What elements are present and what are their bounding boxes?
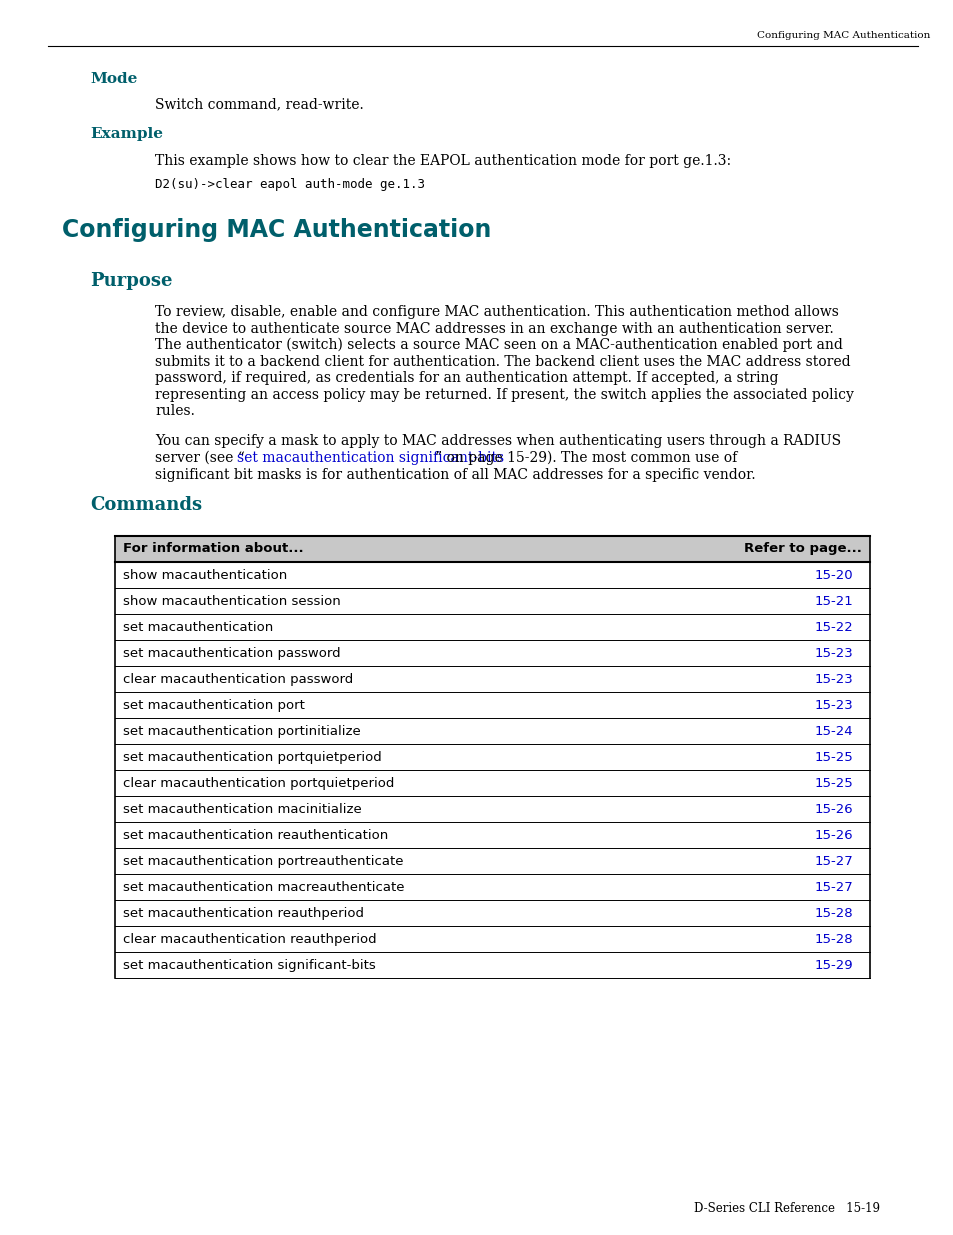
Text: rules.: rules. xyxy=(154,404,194,417)
Text: 15-28: 15-28 xyxy=(814,906,853,920)
Text: Example: Example xyxy=(90,127,163,141)
Text: 15-22: 15-22 xyxy=(814,621,853,634)
Text: 15-21: 15-21 xyxy=(814,595,853,608)
Text: submits it to a backend client for authentication. The backend client uses the M: submits it to a backend client for authe… xyxy=(154,354,850,368)
Text: ” on page 15-29). The most common use of: ” on page 15-29). The most common use of xyxy=(435,451,737,466)
Text: set macauthentication macreauthenticate: set macauthentication macreauthenticate xyxy=(123,881,404,894)
Text: clear macauthentication reauthperiod: clear macauthentication reauthperiod xyxy=(123,932,376,946)
Text: To review, disable, enable and configure MAC authentication. This authentication: To review, disable, enable and configure… xyxy=(154,305,838,319)
Text: 15-27: 15-27 xyxy=(814,881,853,894)
Text: set macauthentication password: set macauthentication password xyxy=(123,647,340,659)
Text: 15-24: 15-24 xyxy=(814,725,853,739)
Text: 15-29: 15-29 xyxy=(814,960,853,972)
Text: 15-26: 15-26 xyxy=(814,829,853,842)
Text: set macauthentication reauthentication: set macauthentication reauthentication xyxy=(123,829,388,842)
Text: Refer to page...: Refer to page... xyxy=(743,542,862,555)
Text: 15-25: 15-25 xyxy=(814,751,853,764)
Text: You can specify a mask to apply to MAC addresses when authenticating users throu: You can specify a mask to apply to MAC a… xyxy=(154,435,841,448)
Text: set macauthentication portinitialize: set macauthentication portinitialize xyxy=(123,725,360,739)
Text: Mode: Mode xyxy=(90,72,137,86)
Text: The authenticator (switch) selects a source MAC seen on a MAC-authentication ena: The authenticator (switch) selects a sou… xyxy=(154,338,842,352)
Text: D-Series CLI Reference   15-19: D-Series CLI Reference 15-19 xyxy=(693,1202,879,1215)
Text: significant bit masks is for authentication of all MAC addresses for a specific : significant bit masks is for authenticat… xyxy=(154,468,755,482)
Text: 15-23: 15-23 xyxy=(814,673,853,685)
Text: 15-26: 15-26 xyxy=(814,803,853,816)
Text: Commands: Commands xyxy=(90,496,202,514)
Text: show macauthentication: show macauthentication xyxy=(123,569,287,582)
Text: 15-23: 15-23 xyxy=(814,647,853,659)
Text: set macauthentication macinitialize: set macauthentication macinitialize xyxy=(123,803,361,816)
Text: set macauthentication portquietperiod: set macauthentication portquietperiod xyxy=(123,751,381,764)
Text: Purpose: Purpose xyxy=(90,272,172,290)
Text: show macauthentication session: show macauthentication session xyxy=(123,595,340,608)
Text: 15-28: 15-28 xyxy=(814,932,853,946)
Text: the device to authenticate source MAC addresses in an exchange with an authentic: the device to authenticate source MAC ad… xyxy=(154,321,833,336)
Text: 15-23: 15-23 xyxy=(814,699,853,713)
Text: Switch command, read-write.: Switch command, read-write. xyxy=(154,98,363,111)
Text: set macauthentication reauthperiod: set macauthentication reauthperiod xyxy=(123,906,364,920)
Text: Configuring MAC Authentication: Configuring MAC Authentication xyxy=(62,219,491,242)
Text: Configuring MAC Authentication: Configuring MAC Authentication xyxy=(756,32,929,41)
Text: 15-27: 15-27 xyxy=(814,855,853,868)
Text: 15-20: 15-20 xyxy=(814,569,853,582)
Text: For information about...: For information about... xyxy=(123,542,303,555)
Text: 15-25: 15-25 xyxy=(814,777,853,790)
Text: server (see “: server (see “ xyxy=(154,451,245,466)
Text: set macauthentication significant-bits: set macauthentication significant-bits xyxy=(236,451,503,466)
Text: set macauthentication port: set macauthentication port xyxy=(123,699,305,713)
Text: set macauthentication significant-bits: set macauthentication significant-bits xyxy=(123,960,375,972)
Text: set macauthentication portreauthenticate: set macauthentication portreauthenticate xyxy=(123,855,403,868)
Text: representing an access policy may be returned. If present, the switch applies th: representing an access policy may be ret… xyxy=(154,388,853,401)
Text: clear macauthentication portquietperiod: clear macauthentication portquietperiod xyxy=(123,777,394,790)
Text: This example shows how to clear the EAPOL authentication mode for port ge.1.3:: This example shows how to clear the EAPO… xyxy=(154,154,730,168)
Text: D2(su)->clear eapol auth-mode ge.1.3: D2(su)->clear eapol auth-mode ge.1.3 xyxy=(154,178,424,191)
Text: set macauthentication: set macauthentication xyxy=(123,621,273,634)
Text: clear macauthentication password: clear macauthentication password xyxy=(123,673,353,685)
Bar xyxy=(115,536,869,562)
Text: password, if required, as credentials for an authentication attempt. If accepted: password, if required, as credentials fo… xyxy=(154,370,778,385)
